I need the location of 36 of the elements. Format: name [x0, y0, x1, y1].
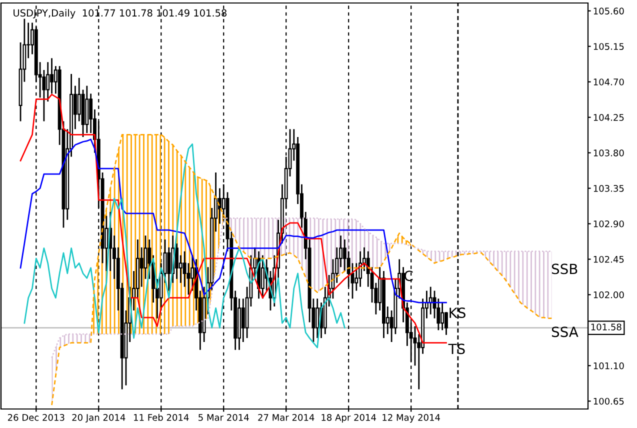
y-tick-label: 104.25	[594, 114, 624, 121]
annotation: KS	[450, 308, 466, 318]
y-tick-label: 105.15	[594, 43, 624, 50]
candlestick	[77, 77, 81, 122]
x-tick-label: 26 Dec 2013	[8, 414, 64, 421]
annotation: SSB	[552, 264, 578, 274]
y-tick-label: 104.70	[594, 78, 624, 86]
y-tick-label: 101.10	[594, 362, 624, 370]
candlestick	[241, 298, 245, 343]
line-series	[20, 94, 447, 344]
x-tick-label: 5 Mar 2014	[198, 414, 249, 421]
y-tick-label: 102.45	[594, 256, 624, 263]
ref-line-label: 101.58	[591, 324, 622, 330]
annotation: SSA	[552, 326, 578, 338]
annotation: TS	[448, 344, 465, 354]
y-tick-label: 103.80	[594, 150, 624, 156]
y-tick-label: 103.35	[594, 184, 624, 192]
candlestick	[50, 57, 54, 94]
x-tick-label: 11 Feb 2014	[134, 414, 189, 421]
candlestick	[167, 246, 171, 292]
x-tick-label: 18 Apr 2014	[322, 414, 376, 423]
y-tick-label: 105.60	[594, 8, 624, 14]
x-tick-label: 12 May 2014	[382, 414, 440, 423]
candlestick	[316, 298, 320, 339]
y-tick-label: 102.00	[594, 291, 624, 298]
y-tick-label: 102.90	[594, 220, 624, 228]
candlestick	[140, 246, 144, 288]
line-series	[51, 218, 552, 358]
text: USDJPY,Daily 101.77 101.78 101.49 101.58	[14, 9, 227, 18]
x-tick-label: 20 Jan 2014	[72, 414, 126, 423]
candlestick	[260, 254, 264, 300]
candlestick	[175, 242, 178, 280]
line-series	[24, 143, 346, 348]
candlestick	[440, 302, 444, 331]
y-tick-label: 100.65	[594, 398, 624, 405]
x-tick-label: 27 Mar 2014	[258, 414, 314, 421]
